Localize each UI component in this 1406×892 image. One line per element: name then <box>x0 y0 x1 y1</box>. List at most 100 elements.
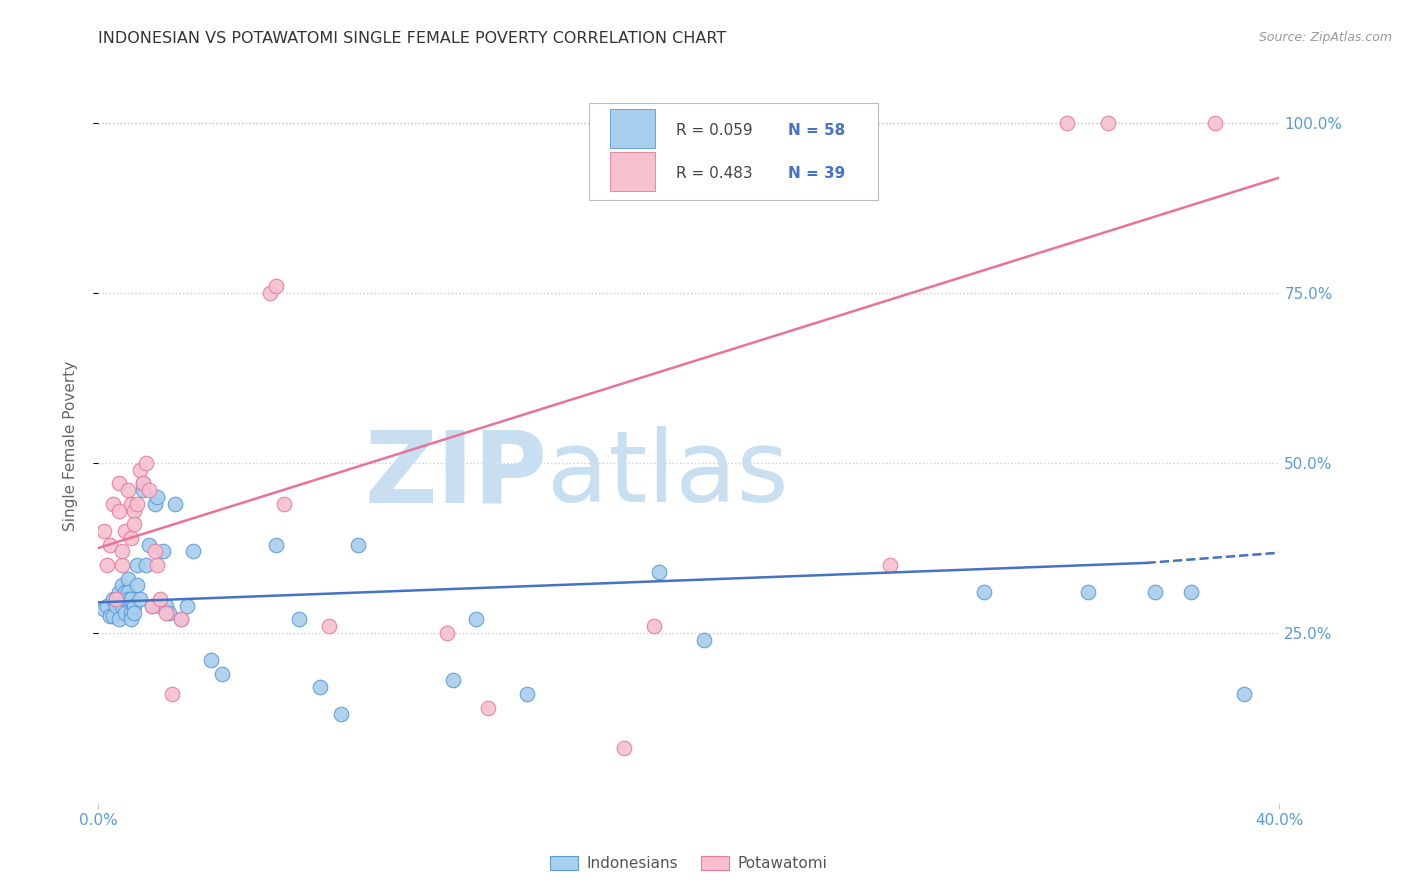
Point <box>111 544 134 558</box>
Point <box>108 476 131 491</box>
Legend: Indonesians, Potawatomi: Indonesians, Potawatomi <box>544 849 834 877</box>
Point <box>515 687 537 701</box>
Text: R = 0.483: R = 0.483 <box>676 166 752 181</box>
Point <box>347 537 370 551</box>
Point <box>111 558 134 572</box>
Text: R = 0.059: R = 0.059 <box>676 123 752 138</box>
Point <box>329 707 352 722</box>
Point <box>132 483 155 498</box>
Point <box>132 476 155 491</box>
Point <box>648 565 671 579</box>
Point <box>477 700 499 714</box>
Point <box>1233 687 1256 701</box>
Point <box>128 463 150 477</box>
Point <box>143 544 166 558</box>
Point <box>120 531 142 545</box>
Point <box>122 503 145 517</box>
FancyBboxPatch shape <box>610 152 655 191</box>
Point <box>138 537 160 551</box>
Point <box>103 497 125 511</box>
Point <box>114 591 136 606</box>
Point <box>162 687 183 701</box>
Point <box>200 653 222 667</box>
Point <box>973 585 995 599</box>
Point <box>96 558 118 572</box>
Point <box>120 612 142 626</box>
Text: ZIP: ZIP <box>364 426 547 523</box>
Point <box>879 558 901 572</box>
Point <box>135 558 157 572</box>
Point <box>264 537 287 551</box>
Point <box>1056 116 1078 130</box>
Point <box>98 608 121 623</box>
Point <box>1077 585 1099 599</box>
Text: N = 58: N = 58 <box>789 123 845 138</box>
Point <box>120 591 142 606</box>
Point <box>1144 585 1167 599</box>
Point <box>117 483 139 498</box>
Point <box>165 497 187 511</box>
Point <box>155 599 177 613</box>
Point <box>125 558 148 572</box>
Point <box>157 606 180 620</box>
FancyBboxPatch shape <box>589 103 877 200</box>
Point <box>120 497 142 511</box>
Point <box>1180 585 1202 599</box>
Point <box>105 591 128 606</box>
Text: atlas: atlas <box>547 426 789 523</box>
Text: N = 39: N = 39 <box>789 166 845 181</box>
Point <box>143 497 166 511</box>
Point <box>125 497 148 511</box>
Point <box>259 286 281 301</box>
Point <box>122 517 145 532</box>
Text: Source: ZipAtlas.com: Source: ZipAtlas.com <box>1258 31 1392 45</box>
Point <box>108 503 131 517</box>
Point <box>146 490 169 504</box>
Point <box>117 585 139 599</box>
Point <box>465 612 488 626</box>
Point <box>181 544 204 558</box>
Point <box>318 619 340 633</box>
Point <box>643 619 665 633</box>
Point <box>264 279 287 293</box>
Point <box>155 606 177 620</box>
Point <box>149 591 172 606</box>
Point <box>105 591 128 606</box>
Point <box>108 585 131 599</box>
Text: INDONESIAN VS POTAWATOMI SINGLE FEMALE POVERTY CORRELATION CHART: INDONESIAN VS POTAWATOMI SINGLE FEMALE P… <box>98 31 727 46</box>
Point <box>1097 116 1119 130</box>
Point <box>117 591 139 606</box>
Point <box>176 599 198 613</box>
Point <box>111 599 134 613</box>
Point <box>288 612 311 626</box>
Point <box>309 680 332 694</box>
Point <box>93 602 115 616</box>
Point <box>693 632 716 647</box>
Point <box>1204 116 1226 130</box>
Point <box>141 599 163 613</box>
Point <box>103 591 125 606</box>
Point <box>122 606 145 620</box>
Point <box>128 591 150 606</box>
Point <box>108 591 131 606</box>
Point <box>135 456 157 470</box>
Point <box>93 524 115 538</box>
Point <box>103 608 125 623</box>
Point <box>170 612 193 626</box>
Point <box>146 558 169 572</box>
Point <box>138 483 160 498</box>
Point <box>108 612 131 626</box>
Point <box>149 599 172 613</box>
Point <box>98 537 121 551</box>
Point <box>114 585 136 599</box>
Point <box>132 476 155 491</box>
Point <box>152 544 174 558</box>
Point <box>170 612 193 626</box>
Point <box>96 599 118 613</box>
Point <box>114 524 136 538</box>
Point <box>441 673 464 688</box>
Point <box>436 626 458 640</box>
Point <box>125 578 148 592</box>
Point <box>211 666 233 681</box>
Point <box>122 599 145 613</box>
